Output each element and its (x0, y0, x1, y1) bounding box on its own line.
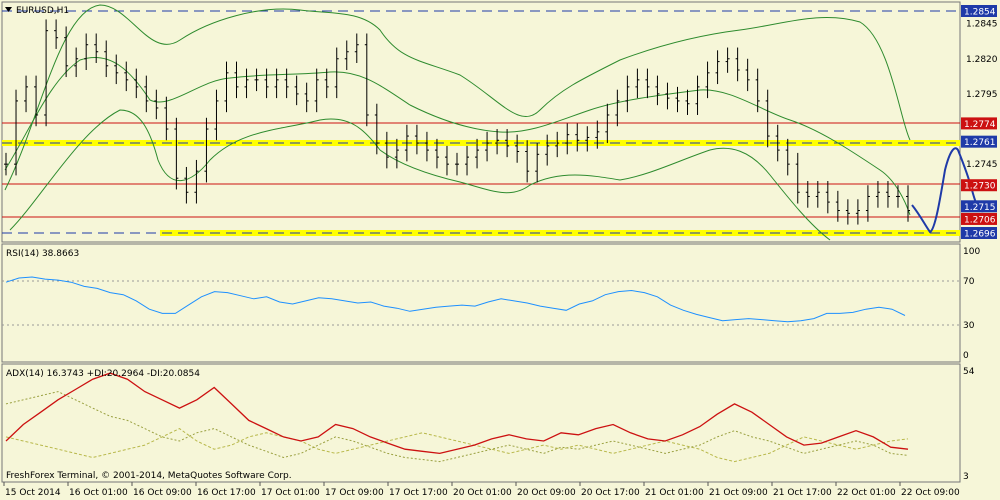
price-badge: 1.2715 (961, 200, 997, 213)
rsi-axis-0: 0 (963, 351, 969, 361)
chart-collapse-icon[interactable] (5, 7, 12, 12)
price-axis-label: 1.2795 (966, 90, 998, 100)
time-axis-label: 16 Oct 17:00 (197, 488, 256, 498)
price-badge-text: 1.2761 (964, 138, 996, 148)
price-badge-text: 1.2854 (964, 8, 996, 18)
price-badge-bg (961, 135, 997, 148)
chart-title: EURUSD,H1 (16, 6, 69, 16)
time-axis-label: 21 Oct 01:00 (645, 488, 704, 498)
copyright-text: FreshForex Terminal, © 2001-2014, MetaQu… (6, 471, 292, 481)
price-badge: 1.2706 (961, 212, 997, 225)
bollinger-upper-band (4, 4, 911, 191)
time-axis-label: 17 Oct 09:00 (325, 488, 384, 498)
time-axis-label: 16 Oct 09:00 (133, 488, 192, 498)
price-bars (4, 19, 910, 225)
adx-title: ADX(14) 16.3743 +DI:20.2964 -DI:20.0854 (6, 369, 200, 379)
price-badge-text: 1.2730 (964, 182, 996, 192)
rsi-title: RSI(14) 38.8663 (6, 249, 79, 259)
price-badge: 1.2696 (961, 227, 997, 240)
minus-di-line (5, 428, 909, 463)
price-badges: 1.2854 1.2774 1.2761 1.2730 1.2715 1.2706 1.26… (961, 5, 997, 240)
price-panel[interactable] (1, 1, 961, 243)
price-badge-bg (961, 179, 997, 192)
time-axis-label: 22 Oct 09:00 (901, 488, 960, 498)
price-badge-text: 1.2715 (964, 203, 996, 213)
adx-line (5, 372, 909, 455)
time-axis-label: 20 Oct 09:00 (517, 488, 576, 498)
price-badge-bg (961, 212, 997, 225)
time-axis-label: 15 Oct 2014 (5, 488, 61, 498)
price-badge-text: 1.2706 (964, 215, 996, 225)
price-badge-text: 1.2774 (964, 120, 996, 130)
rsi-panel[interactable] (1, 243, 961, 363)
rsi-axis-30: 30 (963, 321, 975, 331)
price-axis-label: 1.2845 (966, 20, 998, 30)
price-badge-bg (961, 227, 997, 239)
time-axis: 15 Oct 2014 16 Oct 01:00 16 Oct 09:00 16 Oc… (3, 482, 960, 498)
rsi-axis-70: 70 (963, 277, 975, 287)
price-badge: 1.2854 (961, 5, 997, 18)
time-axis-label: 22 Oct 01:00 (837, 488, 896, 498)
price-badge-bg (961, 117, 997, 130)
price-badge-text: 1.2696 (964, 230, 996, 240)
rsi-axis-100: 100 (963, 247, 980, 257)
price-badge-bg (961, 5, 997, 17)
adx-panel[interactable] (1, 363, 961, 483)
time-axis-label: 20 Oct 17:00 (581, 488, 640, 498)
price-axis-label: 1.2820 (966, 55, 998, 65)
time-axis-label: 16 Oct 01:00 (69, 488, 128, 498)
price-badge: 1.2774 (961, 117, 997, 130)
time-axis-label: 21 Oct 17:00 (773, 488, 832, 498)
time-axis-label: 17 Oct 01:00 (261, 488, 320, 498)
price-badge: 1.2730 (961, 179, 997, 192)
price-badge-bg (961, 200, 997, 213)
price-axis-label: 1.2745 (966, 160, 998, 170)
adx-axis-3: 3 (963, 472, 969, 482)
price-badge: 1.2761 (961, 135, 997, 148)
rsi-line (5, 276, 906, 323)
plus-di-line (5, 391, 909, 463)
time-axis-label: 20 Oct 01:00 (453, 488, 512, 498)
forecast-annotation-curve[interactable] (911, 147, 986, 234)
adx-axis-54: 54 (963, 367, 975, 377)
time-axis-label: 21 Oct 09:00 (709, 488, 768, 498)
time-axis-label: 17 Oct 17:00 (389, 488, 448, 498)
